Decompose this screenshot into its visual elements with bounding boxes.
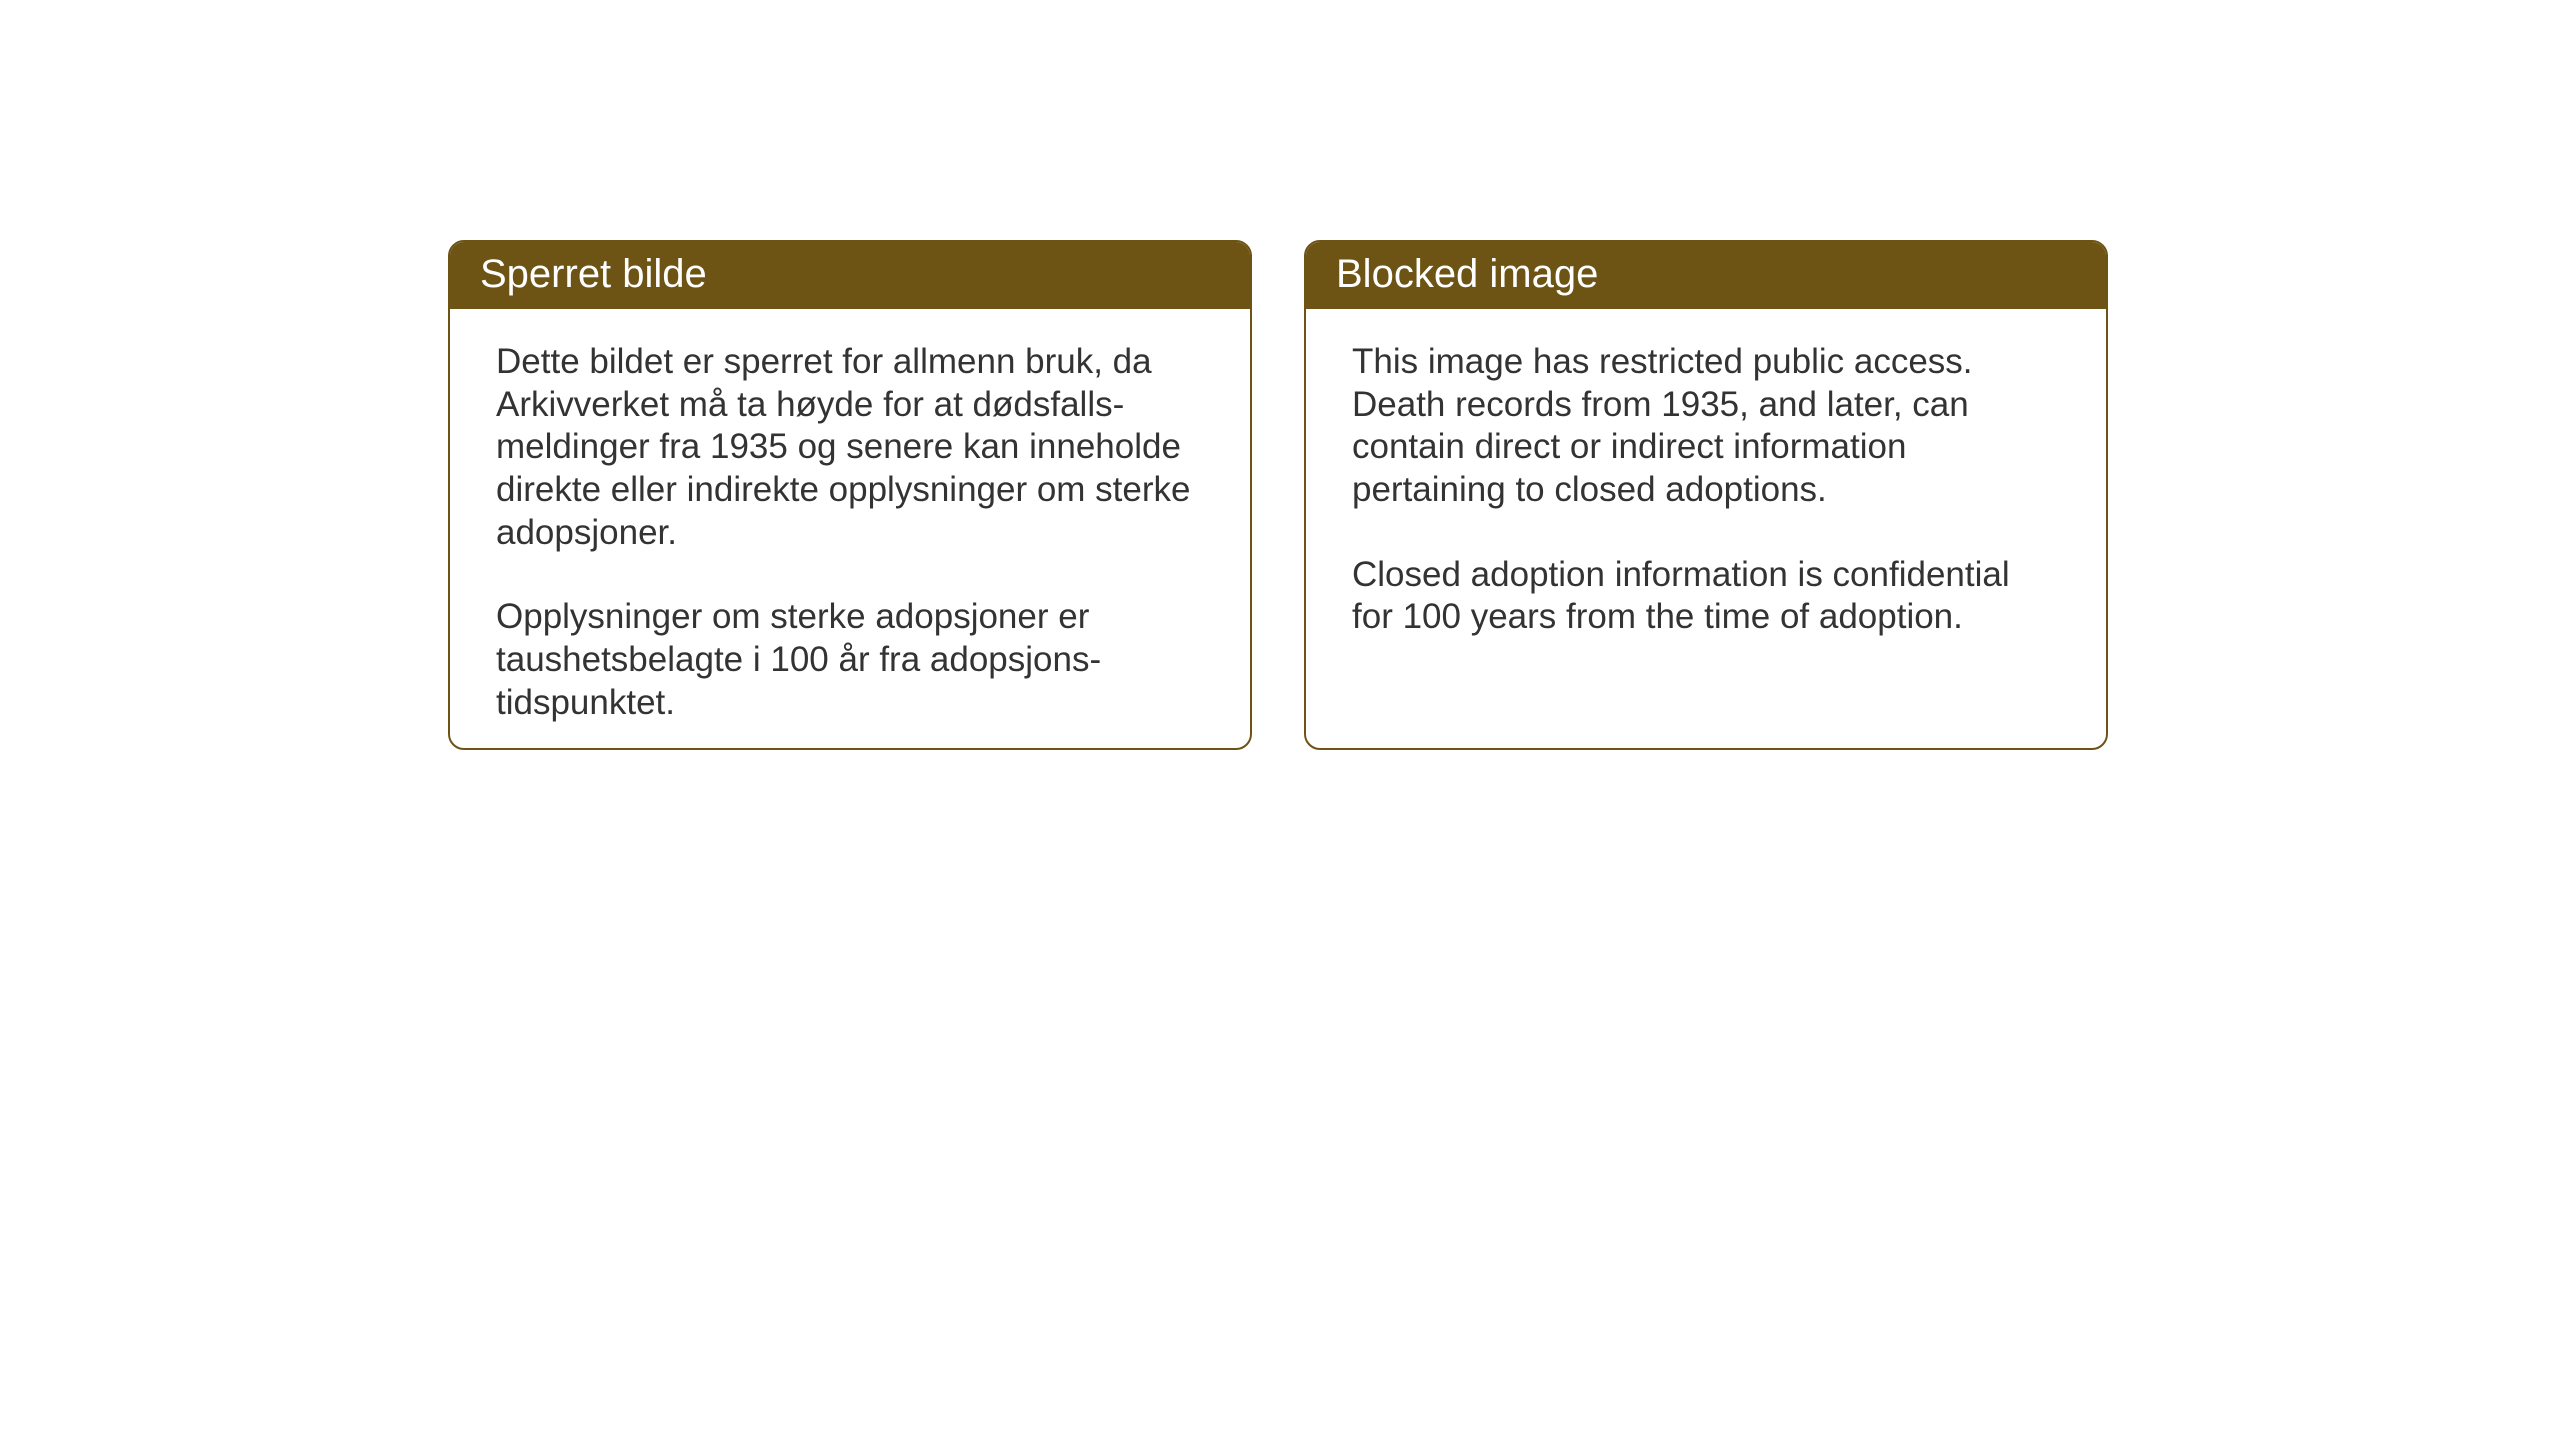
- card-header-english: Blocked image: [1306, 242, 2106, 309]
- card-title: Sperret bilde: [480, 252, 707, 296]
- notice-card-norwegian: Sperret bilde Dette bildet er sperret fo…: [448, 240, 1252, 750]
- card-header-norwegian: Sperret bilde: [450, 242, 1250, 309]
- card-paragraph: This image has restricted public access.…: [1352, 341, 2060, 512]
- card-body-english: This image has restricted public access.…: [1306, 309, 2106, 671]
- card-body-norwegian: Dette bildet er sperret for allmenn bruk…: [450, 309, 1250, 750]
- card-paragraph: Closed adoption information is confident…: [1352, 554, 2060, 639]
- card-paragraph: Dette bildet er sperret for allmenn bruk…: [496, 341, 1204, 554]
- card-title: Blocked image: [1336, 252, 1598, 296]
- card-paragraph: Opplysninger om sterke adopsjoner er tau…: [496, 596, 1204, 724]
- notice-card-english: Blocked image This image has restricted …: [1304, 240, 2108, 750]
- notice-container: Sperret bilde Dette bildet er sperret fo…: [448, 240, 2108, 750]
